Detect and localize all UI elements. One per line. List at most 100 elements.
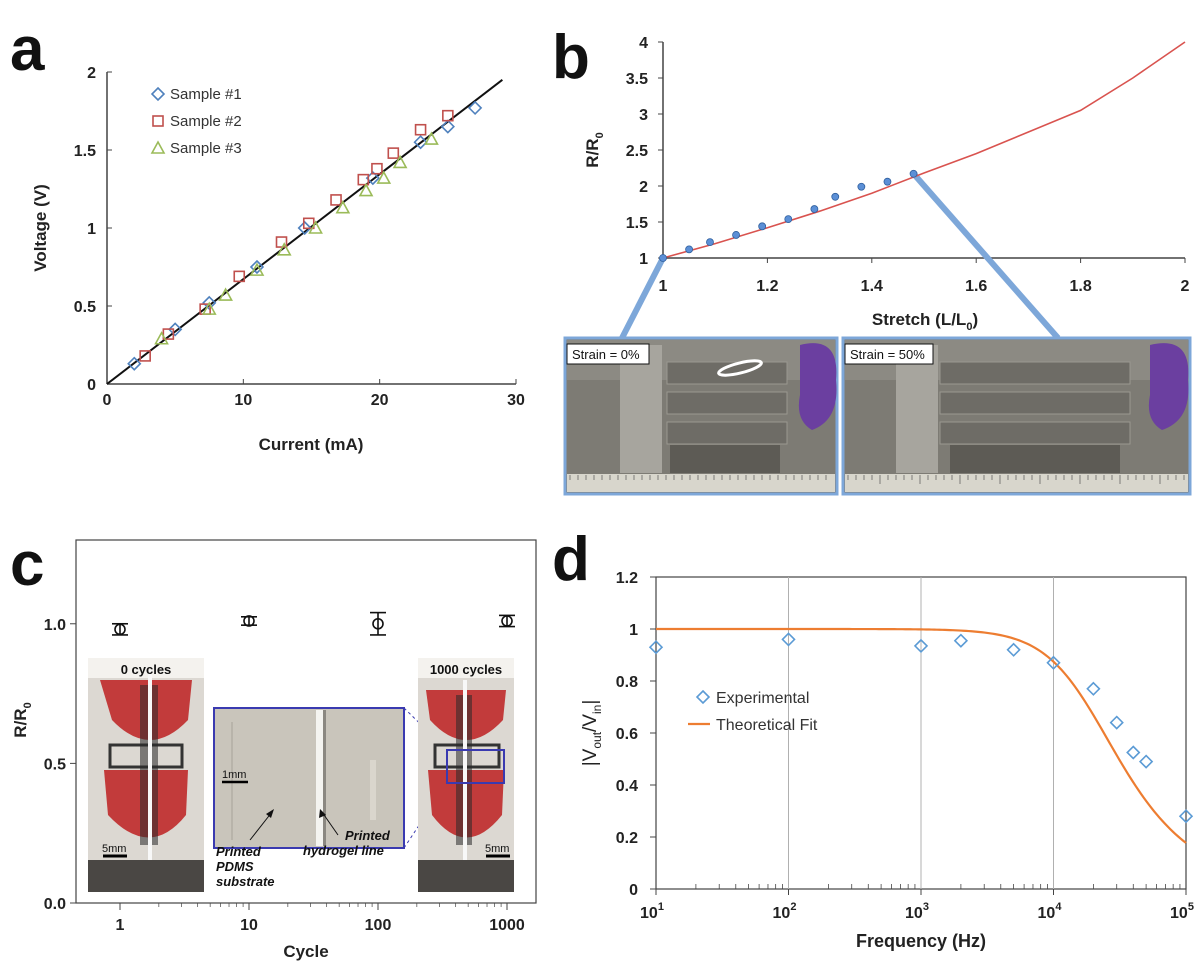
c-data-point xyxy=(243,615,255,627)
c-x-tick-label: 1000 xyxy=(489,917,525,934)
d-experimental-point xyxy=(1178,809,1194,824)
b-y-tick-label: 4 xyxy=(639,35,648,52)
panel-letter-c: c xyxy=(10,530,44,599)
d-x-tick-label: 105 xyxy=(1170,901,1194,922)
b-data-point xyxy=(831,192,840,201)
c-y-axis-label: R/R0 xyxy=(11,702,34,737)
a-legend-marker-3 xyxy=(150,140,166,154)
d-y-axis-label: |Vout/Vin| xyxy=(580,700,604,767)
a-point-sample-3 xyxy=(249,262,265,276)
c-scale-bar-inset: 1mm xyxy=(222,769,246,781)
d-experimental-point xyxy=(913,638,929,654)
b-x-tick-label: 1.8 xyxy=(1069,278,1091,295)
d-experimental-point xyxy=(1138,754,1154,769)
b-x-tick-label: 1.6 xyxy=(965,278,987,295)
a-legend-label-3: Sample #3 xyxy=(170,140,242,157)
c-y-tick-label: 0.0 xyxy=(44,896,66,913)
d-x-tick-label: 101 xyxy=(640,901,664,922)
c-scale-bar-left: 5mm xyxy=(102,843,126,855)
a-point-sample-1 xyxy=(168,322,183,337)
b-data-point xyxy=(883,177,892,186)
a-y-tick-label: 0 xyxy=(87,377,96,394)
b-data-point xyxy=(659,254,667,262)
c-photo-0-cycles: 0 cycles 5mm xyxy=(88,658,204,892)
a-point-sample-3 xyxy=(358,182,374,197)
b-data-point xyxy=(784,215,793,224)
panel-letter-d: d xyxy=(552,525,590,594)
a-point-sample-2 xyxy=(275,236,288,248)
a-point-sample-1 xyxy=(202,295,217,311)
c-photo-label-1000-cycles: 1000 cycles xyxy=(430,662,502,677)
a-point-sample-2 xyxy=(139,350,151,362)
d-x-tick-label: 103 xyxy=(905,901,929,922)
chart-d: 0 0.2 0.4 0.6 0.8 1 1.2 101 102 103 104 105 Experim… xyxy=(580,570,1194,951)
b-x-tick-label: 1 xyxy=(659,278,668,295)
c-photo-label-0-cycles: 0 cycles xyxy=(121,662,172,677)
b-y-tick-label: 3 xyxy=(639,107,648,124)
d-experimental-point xyxy=(1086,681,1101,696)
c-annotation-hydrogel: Printed hydrogel line xyxy=(303,809,391,858)
panel-letter-a: a xyxy=(10,15,45,84)
d-y-tick-label: 0.8 xyxy=(616,674,638,691)
a-x-tick-label: 10 xyxy=(234,392,252,409)
d-experimental-point xyxy=(648,640,664,655)
chart-a: 0 10 20 30 0 0.5 1 1.5 2 Sample #1 Sample #2 Sampl… xyxy=(31,65,525,454)
c-photo-1000-cycles: 1000 cycles 5mm xyxy=(418,658,514,892)
chart-c: 1 10 100 1000 0.0 0.5 1.0 0 cycles 5mm 1mm xyxy=(11,539,537,961)
d-theoretical-fit-curve xyxy=(656,627,1187,844)
a-x-tick-label: 30 xyxy=(507,392,525,409)
b-data-point xyxy=(758,222,767,231)
a-y-axis-label: Voltage (V) xyxy=(31,184,50,272)
b-x-tick-label: 1.2 xyxy=(756,278,778,295)
chart-b: 1 1.2 1.4 1.6 1.8 2 1 1.5 2 2.5 3 3.5 4 Stretch (L/L… xyxy=(563,35,1192,496)
a-legend-label-1: Sample #1 xyxy=(170,86,242,103)
a-point-sample-2 xyxy=(387,147,400,159)
a-point-sample-1 xyxy=(127,356,142,371)
d-y-tick-label: 0 xyxy=(629,882,638,899)
a-point-sample-2 xyxy=(330,194,342,206)
d-experimental-point xyxy=(953,633,969,648)
c-data-point xyxy=(372,617,384,630)
b-data-point xyxy=(909,169,918,178)
d-legend-label-experimental: Experimental xyxy=(716,690,809,707)
c-x-axis-label: Cycle xyxy=(283,942,328,961)
c-annotation-pdms: Printed PDMS substrate xyxy=(216,809,275,889)
c-y-tick-label: 1.0 xyxy=(44,617,66,634)
b-x-tick-label: 1.4 xyxy=(861,278,883,295)
d-y-tick-label: 1 xyxy=(629,622,638,639)
b-data-point xyxy=(685,245,693,254)
d-experimental-point xyxy=(1046,655,1061,670)
d-y-tick-label: 0.4 xyxy=(616,778,638,795)
a-point-sample-1 xyxy=(297,220,312,236)
b-x-axis-label: Stretch (L/L0) xyxy=(872,310,978,333)
d-x-tick-label: 102 xyxy=(773,901,797,922)
a-point-sample-1 xyxy=(467,100,483,116)
d-legend-marker-experimental xyxy=(695,689,711,705)
b-callout-line-right xyxy=(911,171,1061,340)
c-inset: 1mm xyxy=(213,707,448,849)
a-point-sample-1 xyxy=(249,259,265,275)
a-y-tick-label: 1.5 xyxy=(74,143,96,160)
b-photo-label-strain-0: Strain = 0% xyxy=(572,347,640,362)
b-y-tick-label: 1 xyxy=(639,251,648,268)
panel-letter-b: b xyxy=(552,23,590,92)
d-x-tick-label: 104 xyxy=(1038,901,1063,922)
a-legend-marker-1 xyxy=(150,86,166,102)
a-point-sample-3 xyxy=(392,154,408,169)
a-point-sample-2 xyxy=(442,109,454,122)
a-point-sample-2 xyxy=(233,270,246,283)
a-point-sample-2 xyxy=(371,162,383,175)
a-point-sample-2 xyxy=(302,217,315,230)
c-x-tick-label: 10 xyxy=(240,917,258,934)
a-x-tick-label: 0 xyxy=(103,392,112,409)
c-x-tick-label: 100 xyxy=(365,917,392,934)
c-x-tick-label: 1 xyxy=(116,917,125,934)
a-point-sample-1 xyxy=(413,135,428,150)
c-data-point xyxy=(501,615,513,627)
a-y-tick-label: 1 xyxy=(87,221,96,238)
a-point-sample-2 xyxy=(414,123,427,136)
b-data-point xyxy=(810,205,819,213)
d-legend-label-fit: Theoretical Fit xyxy=(716,717,818,734)
a-point-sample-3 xyxy=(218,287,233,301)
